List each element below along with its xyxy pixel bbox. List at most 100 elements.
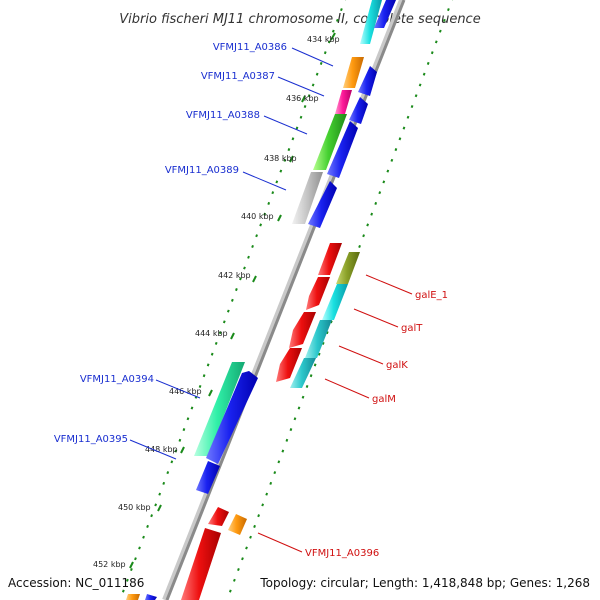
gene-label[interactable]: VFMJ11_A0388	[186, 110, 260, 121]
tick-mark	[289, 155, 294, 163]
gene-arrow[interactable]	[322, 284, 348, 320]
tick-mark	[277, 214, 282, 222]
label-connector	[242, 171, 287, 191]
tick-dot	[447, 8, 450, 12]
label-connector	[129, 439, 177, 460]
tick-dot	[138, 546, 141, 550]
tick-dot	[378, 191, 382, 195]
gene-arrow[interactable]	[208, 507, 229, 526]
gene-arrow[interactable]	[196, 461, 220, 494]
gene-arrow[interactable]	[206, 371, 258, 464]
tick-dot	[329, 320, 333, 324]
tick-dot	[150, 514, 153, 518]
gene-arrow[interactable]	[327, 121, 358, 178]
tick-label: 452 kbp	[93, 560, 126, 569]
tick-dot	[398, 137, 402, 141]
tick-dot	[257, 514, 260, 518]
gene-arrow[interactable]	[290, 358, 316, 388]
tick-dot	[241, 557, 244, 561]
gene-label[interactable]: VFMJ11_A0386	[213, 42, 287, 53]
tick-dot-rings	[121, 0, 454, 593]
gene-arrow[interactable]	[358, 66, 377, 96]
tick-dot	[406, 115, 410, 119]
tick-label: 440 kbp	[241, 212, 274, 221]
gene-arrow[interactable]	[289, 312, 316, 348]
tick-dot	[237, 568, 240, 572]
tick-dot	[245, 546, 248, 550]
gene-arrow[interactable]	[308, 181, 337, 228]
tick-dot	[259, 223, 263, 227]
gene-label[interactable]: galK	[386, 360, 408, 371]
gene-label[interactable]: VFMJ11_A0387	[201, 71, 275, 82]
tick-dot	[134, 557, 137, 561]
gene-label[interactable]: galE_1	[415, 290, 448, 301]
tick-dot	[303, 104, 307, 109]
tick-dot	[283, 158, 287, 162]
gene-arrow[interactable]	[343, 57, 364, 88]
tick-dot	[321, 341, 325, 345]
tick-dot	[222, 320, 226, 324]
tick-dot	[410, 104, 414, 109]
tick-labels: 434 kbp 436 kbp 438 kbp 440 kbp 442 kbp …	[93, 35, 340, 569]
gene-arrow[interactable]	[305, 320, 332, 358]
tick-dot	[158, 492, 162, 496]
tick-dot	[126, 578, 129, 582]
tick-dot	[281, 449, 285, 453]
tick-dot	[394, 148, 398, 152]
gene-arrow[interactable]	[335, 90, 352, 114]
tick-dot	[190, 406, 194, 410]
tick-dot	[275, 180, 279, 184]
tick-dot	[279, 169, 283, 173]
tick-dot	[430, 51, 434, 55]
gene-arrow[interactable]	[145, 594, 157, 600]
tick-dot	[434, 40, 438, 44]
tick-dot	[146, 524, 149, 528]
sequence-stats-text: Topology: circular; Length: 1,418,848 bp…	[259, 576, 590, 590]
gene-arrow[interactable]	[374, 0, 396, 28]
tick-label: 442 kbp	[218, 271, 251, 280]
tick-dot	[226, 309, 230, 313]
gene-label[interactable]: galM	[372, 394, 396, 405]
tick-dot	[319, 61, 323, 65]
tick-dot	[154, 503, 158, 507]
label-connector	[353, 308, 399, 328]
tick-dot	[313, 363, 317, 367]
label-connectors	[129, 47, 413, 553]
tick-dot	[438, 29, 442, 33]
tick-dot	[235, 288, 238, 292]
gene-label[interactable]: VFMJ11_A0396	[305, 548, 379, 559]
tick-dot	[277, 460, 281, 464]
tick-dot	[414, 94, 418, 98]
gene-label[interactable]: galT	[401, 323, 423, 334]
tick-mark	[301, 95, 306, 103]
tick-dot	[202, 374, 206, 378]
label-connector	[277, 76, 325, 97]
tick-label: 444 kbp	[195, 329, 228, 338]
gene-arrow[interactable]	[336, 252, 360, 284]
tick-label: 434 kbp	[307, 35, 340, 44]
gene-arrow[interactable]	[306, 277, 330, 310]
tick-dot	[366, 223, 370, 227]
tick-dot	[370, 212, 374, 216]
tick-dot	[299, 115, 303, 119]
gene-label[interactable]: VFMJ11_A0394	[80, 374, 154, 385]
gene-arrow[interactable]	[194, 362, 245, 456]
gene-label[interactable]: VFMJ11_A0395	[54, 434, 128, 445]
gene-arrow[interactable]	[276, 348, 302, 382]
gene-arrow[interactable]	[360, 0, 382, 44]
gene-arrow[interactable]	[228, 514, 247, 535]
tick-dot	[289, 428, 293, 432]
gene-arrow[interactable]	[349, 97, 368, 124]
gene-arrow[interactable]	[126, 594, 140, 600]
gene-arrow[interactable]	[318, 243, 342, 275]
gene-arrow[interactable]	[313, 114, 347, 170]
tick-dot	[166, 471, 170, 475]
tick-dot	[214, 341, 218, 345]
tick-dot	[174, 449, 178, 453]
tick-dot	[142, 535, 145, 539]
gene-arrow[interactable]	[181, 528, 221, 600]
tick-label: 438 kbp	[264, 154, 297, 163]
tick-dot	[422, 72, 426, 76]
gene-label[interactable]: VFMJ11_A0389	[165, 165, 239, 176]
gene-arrow[interactable]	[292, 172, 323, 224]
